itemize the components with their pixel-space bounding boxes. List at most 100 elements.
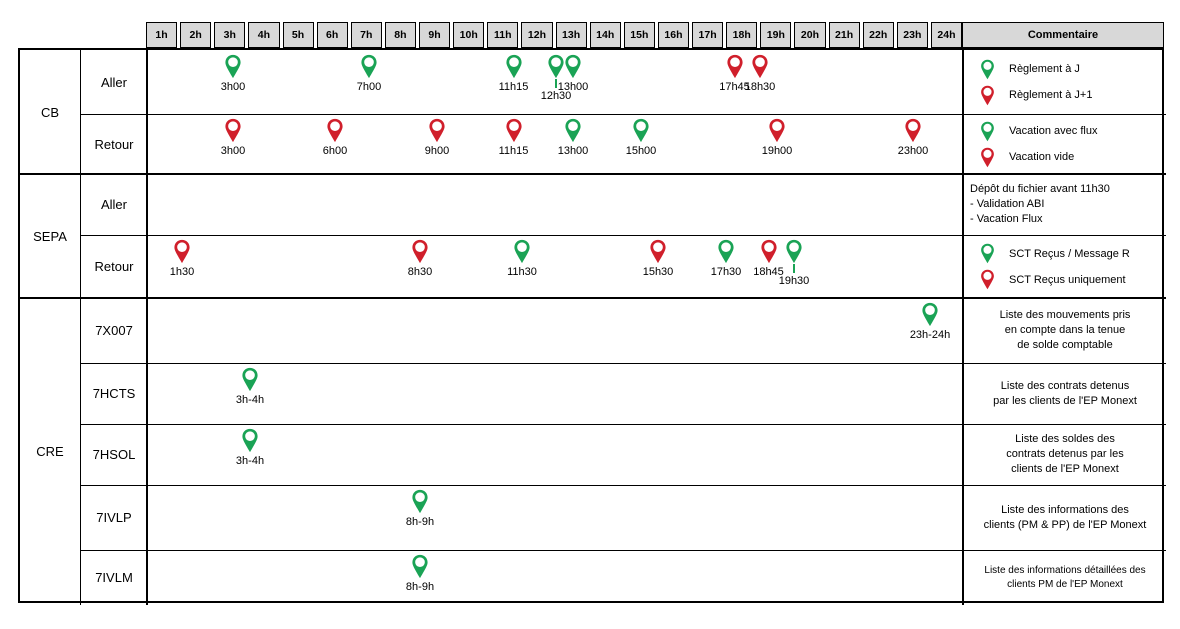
pin-connector-line	[555, 79, 557, 88]
time-pin-icon	[427, 118, 447, 143]
hour-header-cell: 23h	[896, 22, 928, 48]
comment-text-line: Liste des mouvements pris	[999, 309, 1131, 322]
legend-pin-icon	[979, 243, 996, 264]
pin-time-label: 11h15	[498, 145, 529, 157]
column-divider	[80, 50, 81, 605]
row-divider	[20, 297, 1166, 299]
hour-header-cell: 21h	[828, 22, 860, 48]
row-divider	[80, 235, 1166, 236]
pin-time-label: 8h-9h	[405, 581, 435, 593]
comment-cell: Liste des informations des clients (PM & …	[964, 485, 1166, 550]
pin-time-label: 7h00	[356, 81, 382, 93]
comment-cell: Règlement à J Règlement à J+1	[964, 50, 1166, 114]
comment-text-line: Liste des contrats detenus	[1000, 379, 1130, 392]
time-pin-icon	[563, 118, 583, 143]
legend-label: Vacation avec flux	[1009, 125, 1098, 137]
legend-item: Règlement à J+1	[970, 85, 1092, 106]
time-pin-icon	[410, 489, 430, 514]
pin-time-label: 3h00	[220, 145, 246, 157]
comment-cell: Liste des informations détaillées des cli…	[964, 550, 1166, 605]
time-pin-icon	[767, 118, 787, 143]
pin-time-label: 3h00	[220, 81, 246, 93]
legend-item: SCT Reçus uniquement	[970, 269, 1126, 290]
pin-time-label: 13h00	[557, 81, 589, 93]
legend-item: Vacation avec flux	[970, 121, 1097, 142]
time-pin-icon	[359, 54, 379, 79]
time-pin-icon	[410, 239, 430, 264]
column-divider	[962, 50, 964, 605]
hour-header-cell: 18h	[726, 22, 758, 48]
comment-text-line: contrats detenus par les	[1006, 448, 1124, 461]
row-label: Retour	[94, 259, 134, 274]
pin-time-label: 12h30	[540, 90, 572, 102]
hour-header-cell: 16h	[657, 22, 689, 48]
time-pin-icon	[223, 118, 243, 143]
hour-header-cell: 15h	[623, 22, 655, 48]
pin-time-label: 18h30	[744, 81, 776, 93]
comment-cell: Dépôt du fichier avant 11h30 - Validation…	[964, 174, 1166, 235]
comment-text-line: - Validation ABI	[970, 198, 1045, 211]
comment-text-line: - Vacation Flux	[970, 212, 1043, 225]
pin-time-label: 8h30	[407, 266, 433, 278]
pin-time-label: 9h00	[424, 145, 450, 157]
pin-time-label: 13h00	[557, 145, 589, 157]
hour-header-cell: 2h	[180, 22, 212, 48]
hour-header-cell: 13h	[555, 22, 587, 48]
legend-pin-icon	[979, 59, 996, 80]
time-pin-icon	[240, 367, 260, 392]
comment-text-line: en compte dans la tenue	[1004, 324, 1126, 337]
legend-item: Règlement à J	[970, 59, 1080, 80]
comment-text-line: clients de l'EP Monext	[1011, 462, 1119, 475]
hour-header-cell: 22h	[862, 22, 894, 48]
pin-connector-line	[793, 264, 795, 273]
legend-label: Règlement à J+1	[1009, 89, 1093, 101]
hour-header-cell: 24h	[930, 22, 962, 48]
hour-header-cell: 14h	[589, 22, 621, 48]
pin-time-label: 18h45	[753, 266, 784, 278]
time-pin-icon	[648, 239, 668, 264]
legend-item: SCT Reçus / Message R	[970, 243, 1130, 264]
legend-pin-icon	[979, 85, 996, 106]
pin-time-label: 8h-9h	[405, 516, 435, 528]
comment-text-line: Liste des soldes des	[1015, 433, 1115, 446]
row-label: Aller	[100, 197, 127, 212]
time-pin-icon	[512, 239, 532, 264]
hour-header-cell: 9h	[419, 22, 451, 48]
hour-header-cell: 5h	[282, 22, 314, 48]
row-divider	[20, 173, 1166, 175]
row-divider	[80, 114, 1166, 115]
time-pin-icon	[546, 54, 566, 79]
row-label: 7IVLM	[95, 570, 133, 585]
hour-header-row: 1h 2h 3h 4h 5h 6h 7h 8h 9h 10h 11h 12h 13h 14h 15h 16h 1…	[146, 22, 962, 48]
row-divider	[80, 424, 1166, 425]
row-label: Aller	[100, 74, 127, 90]
time-pin-icon	[240, 428, 260, 453]
group-label: CB	[40, 104, 60, 120]
row-label: Retour	[94, 136, 134, 152]
legend-label: Règlement à J	[1009, 63, 1080, 75]
row-label: 7IVLP	[96, 510, 132, 525]
pin-time-label: 11h15	[498, 81, 529, 93]
comment-cell: SCT Reçus / Message R SCT Reçus uniquemen…	[964, 235, 1166, 298]
pin-time-label: 3h-4h	[235, 394, 265, 406]
legend-pin-icon	[979, 121, 996, 142]
time-pin-icon	[725, 54, 745, 79]
hour-header-cell: 6h	[316, 22, 348, 48]
row-label: 7HCTS	[92, 386, 136, 401]
time-pin-icon	[410, 554, 430, 579]
comment-text-line: Dépôt du fichier avant 11h30	[970, 183, 1110, 196]
legend-pin-icon	[979, 147, 996, 168]
pin-time-label: 23h-24h	[909, 329, 951, 341]
pin-time-label: 19h00	[761, 145, 793, 157]
time-pin-icon	[223, 54, 243, 79]
comment-cell: Vacation avec flux Vacation vide	[964, 114, 1166, 174]
pin-time-label: 6h00	[322, 145, 348, 157]
pin-time-label: 17h30	[710, 266, 742, 278]
time-pin-icon	[631, 118, 651, 143]
comment-column-header: Commentaire	[962, 22, 1164, 48]
time-pin-icon	[504, 118, 524, 143]
pin-time-label: 15h00	[625, 145, 657, 157]
time-pin-icon	[716, 239, 736, 264]
hour-header-cell: 1h	[146, 22, 178, 48]
time-pin-icon	[563, 54, 583, 79]
